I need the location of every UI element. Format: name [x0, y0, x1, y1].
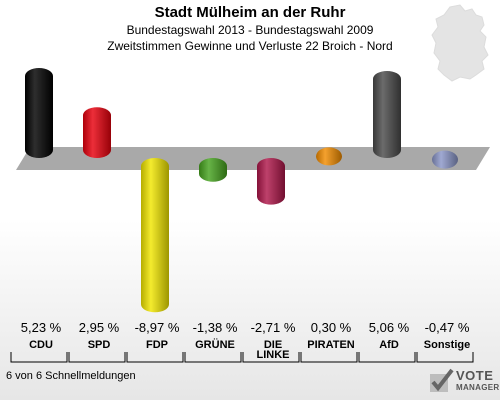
category-label: PIRATEN — [307, 339, 355, 351]
bar-sonstige — [432, 150, 458, 169]
bar-shape — [316, 147, 342, 166]
category-bracket — [358, 352, 416, 363]
category-bracket — [300, 352, 358, 363]
category-bracket — [184, 352, 242, 363]
category-label: GRÜNE — [195, 338, 235, 351]
category-label: DIE — [264, 339, 282, 351]
value-label: 5,06 % — [369, 320, 410, 335]
category-label: AfD — [379, 339, 399, 351]
bar-cdu — [25, 68, 53, 158]
value-label: 2,95 % — [79, 320, 120, 335]
bar-grüne — [199, 158, 227, 182]
bar-piraten — [316, 147, 342, 166]
logo-text-top: VOTE — [456, 368, 494, 383]
category-bracket — [126, 352, 184, 363]
category-bracket — [10, 352, 68, 363]
checkmark-icon — [430, 368, 454, 392]
category-label: Sonstige — [424, 339, 470, 351]
bar-shape — [257, 158, 285, 205]
bar-die-linke — [257, 158, 285, 205]
category-bracket — [416, 352, 474, 363]
bar-shape — [141, 158, 169, 313]
chart-title: Stadt Mülheim an der Ruhr — [154, 4, 346, 21]
bar-shape — [25, 68, 53, 158]
zero-baseline — [16, 147, 490, 170]
value-label: -1,38 % — [193, 320, 238, 335]
chart-subtitle: Bundestagswahl 2013 - Bundestagswahl 200… — [126, 23, 374, 37]
value-label: -0,47 % — [425, 320, 470, 335]
bar-afd — [373, 70, 402, 158]
chart-description: Zweitstimmen Gewinne und Verluste 22 Bro… — [107, 39, 393, 53]
germany-map-icon — [431, 4, 489, 82]
category-label: SPD — [88, 339, 111, 351]
value-label: -8,97 % — [135, 320, 180, 335]
category-label: FDP — [146, 339, 168, 351]
category-label: CDU — [29, 339, 53, 351]
bar-spd — [83, 107, 111, 158]
footer-note: 6 von 6 Schnellmeldungen — [6, 370, 136, 382]
category-bracket — [68, 352, 126, 363]
logo-text-bottom: MANAGER — [456, 383, 500, 392]
value-label: -2,71 % — [251, 320, 296, 335]
category-label: LINKE — [257, 349, 290, 361]
bar-shape — [373, 70, 402, 158]
bar-shape — [83, 107, 111, 158]
vote-manager-logo: VOTE MANAGER — [428, 366, 500, 396]
bar-shape — [432, 150, 458, 169]
category-bracket — [242, 352, 300, 363]
value-label: 0,30 % — [311, 320, 352, 335]
value-label: 5,23 % — [21, 320, 62, 335]
bar-fdp — [141, 158, 169, 313]
bar-shape — [199, 158, 227, 182]
